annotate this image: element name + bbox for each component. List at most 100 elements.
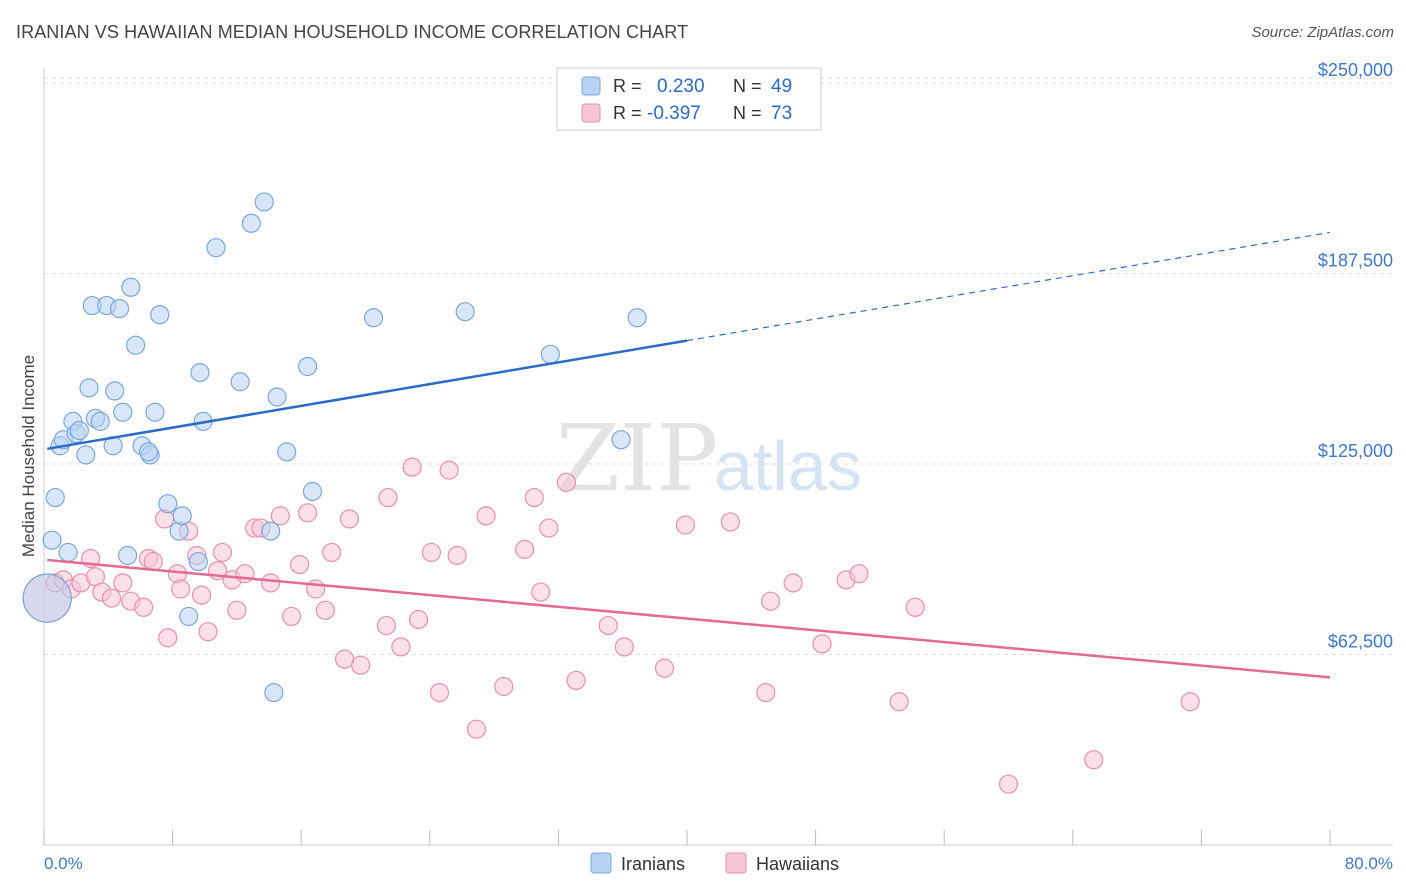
hawaiian-point bbox=[905, 597, 925, 617]
iranian-point bbox=[230, 372, 250, 392]
stats-r-value-iranian: 0.230 bbox=[657, 76, 705, 97]
hawaiian-point bbox=[158, 628, 178, 648]
hawaiian-point bbox=[447, 545, 467, 566]
hawaiian-point bbox=[783, 573, 803, 593]
iranian-point bbox=[363, 308, 384, 328]
iranian-point bbox=[267, 387, 287, 407]
stats-r-label-iranian: R = bbox=[613, 76, 642, 96]
iranian-point bbox=[145, 402, 165, 422]
hawaiian-point bbox=[212, 542, 233, 563]
hawaiian-point bbox=[298, 503, 318, 523]
iranian-point bbox=[76, 445, 96, 465]
hawaiian-point bbox=[339, 509, 360, 529]
iranian-point bbox=[45, 487, 65, 508]
hawaiian-point bbox=[143, 551, 163, 572]
hawaiian-point bbox=[227, 600, 247, 620]
iranian-point bbox=[261, 521, 281, 541]
hawaiian-point bbox=[720, 512, 741, 532]
hawaiian-point bbox=[566, 670, 586, 691]
iranian-point bbox=[113, 402, 133, 422]
trend-lines bbox=[47, 231, 1331, 679]
iranian-point bbox=[79, 378, 99, 398]
iranian-point bbox=[179, 606, 199, 627]
stats-swatch-hawaiian bbox=[581, 103, 601, 123]
hawaiian-point bbox=[531, 582, 551, 602]
iranian-point bbox=[42, 530, 62, 550]
iranian-point bbox=[126, 335, 146, 355]
hawaiian-point bbox=[289, 555, 310, 575]
hawaiian-point bbox=[171, 579, 191, 599]
hawaiian-point bbox=[1084, 750, 1104, 770]
hawaiian-point bbox=[235, 564, 255, 584]
iranian-points bbox=[22, 192, 647, 703]
hawaiian-point bbox=[378, 487, 398, 508]
hawaiian-point bbox=[322, 542, 342, 563]
hawaiian-point bbox=[439, 460, 459, 480]
iranian-point bbox=[241, 213, 261, 233]
hawaiian-point bbox=[335, 649, 355, 669]
y-tick-label: $62,500 bbox=[1328, 632, 1393, 652]
iranian-point bbox=[172, 506, 192, 526]
iranian-point bbox=[455, 302, 475, 322]
iranian-point bbox=[277, 442, 297, 462]
hawaiian-point bbox=[654, 658, 675, 678]
legend-swatch-iranians bbox=[590, 852, 612, 874]
hawaiian-point bbox=[849, 564, 869, 584]
hawaiian-point bbox=[524, 487, 544, 508]
hawaiian-point bbox=[306, 579, 326, 599]
iranian-point bbox=[58, 542, 78, 563]
iranian-point bbox=[150, 305, 170, 325]
hawaiian-point bbox=[421, 542, 442, 563]
iranian-point bbox=[69, 420, 89, 441]
hawaiian-point bbox=[429, 683, 450, 703]
iranian-point bbox=[302, 481, 323, 502]
hawaiian-point bbox=[391, 637, 411, 657]
stats-n-value-hawaiian: 73 bbox=[771, 103, 792, 124]
watermark-zip: ZIP bbox=[556, 405, 718, 512]
iranian-point bbox=[121, 277, 141, 297]
watermark: ZIP atlas bbox=[556, 405, 862, 512]
hawaiian-point bbox=[515, 539, 535, 559]
hawaiian-point bbox=[376, 615, 396, 636]
chart-title: IRANIAN VS HAWAIIAN MEDIAN HOUSEHOLD INC… bbox=[16, 22, 689, 42]
hawaiian-point bbox=[756, 683, 776, 703]
iranian-point bbox=[188, 551, 208, 572]
x-tick-label-min: 0.0% bbox=[44, 854, 83, 873]
hawaiian-point bbox=[598, 615, 618, 636]
hawaiian-point bbox=[556, 472, 577, 492]
iranian-point bbox=[158, 494, 178, 514]
y-axis-title: Median Household Income bbox=[19, 355, 38, 557]
hawaiian-point bbox=[812, 634, 832, 654]
hawaiian-point bbox=[351, 655, 371, 675]
x-axis-ticks bbox=[43, 830, 1331, 845]
hawaiian-point bbox=[315, 600, 335, 620]
iranian-point bbox=[540, 344, 560, 364]
hawaiian-point bbox=[760, 591, 781, 611]
iranian-point bbox=[138, 442, 159, 462]
hawaiian-point bbox=[675, 515, 695, 535]
iranian-point bbox=[611, 430, 631, 450]
stats-legend: R = 0.230 N = 49 R = -0.397 N = 73 bbox=[556, 67, 822, 131]
series-legend: Iranians Hawaiians bbox=[590, 852, 839, 874]
hawaiian-point bbox=[408, 609, 429, 630]
hawaiian-point bbox=[402, 457, 422, 477]
hawaiian-point bbox=[889, 692, 909, 712]
hawaiian-point bbox=[1180, 692, 1200, 712]
hawaiian-trend-line bbox=[47, 558, 1331, 679]
iranian-point bbox=[109, 299, 130, 319]
stats-n-label-hawaiian: N = bbox=[733, 103, 762, 123]
hawaiian-point bbox=[113, 573, 133, 593]
stats-legend-frame bbox=[556, 67, 822, 131]
hawaiian-point bbox=[270, 506, 290, 526]
iranian-point bbox=[117, 545, 138, 566]
legend-label-iranians: Iranians bbox=[621, 854, 685, 874]
hawaiian-point bbox=[281, 606, 302, 627]
hawaiian-point bbox=[191, 585, 212, 605]
y-tick-labels: $62,500 $125,000 $187,500 $250,000 bbox=[1318, 60, 1393, 651]
iranian-point bbox=[264, 683, 284, 703]
axes bbox=[43, 68, 1393, 846]
source-label: Source: ZipAtlas.com bbox=[1251, 24, 1394, 41]
x-tick-label-max: 80.0% bbox=[1345, 854, 1393, 873]
stats-n-label-iranian: N = bbox=[733, 76, 762, 96]
